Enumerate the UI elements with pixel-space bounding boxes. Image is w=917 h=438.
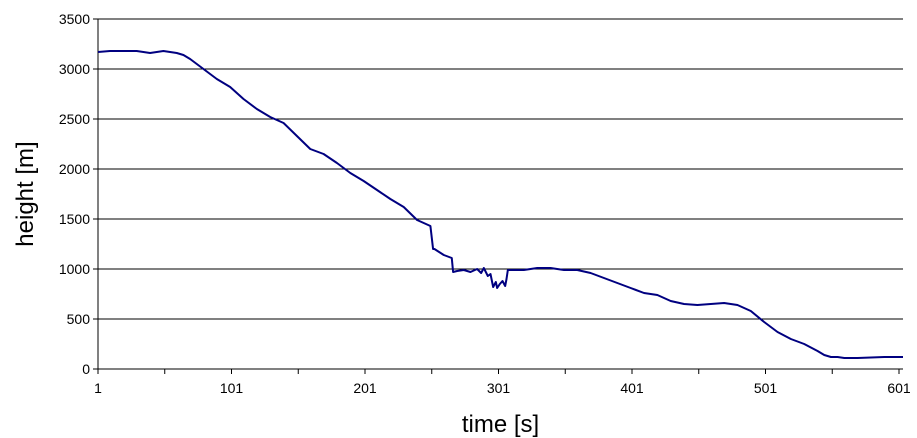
tick-labels: 0 500 1000 1500 2000 2500 3000 3500 1 101 201 301 40… [59,11,911,396]
y-tick-label: 500 [67,311,91,327]
x-tick-label: 301 [487,380,511,396]
x-tick-label: 601 [887,380,911,396]
y-tick-label: 0 [82,361,90,377]
height-series-line [97,50,903,359]
y-tick-label: 2500 [59,111,90,127]
y-tick-label: 2000 [59,161,90,177]
y-tick-label: 1000 [59,261,90,277]
x-axis-title: time [s] [462,411,539,438]
y-tick-label: 3000 [59,61,90,77]
x-tick-label: 101 [220,380,244,396]
gridlines [98,18,903,320]
x-tick-label: 1 [94,380,102,396]
x-tick-label: 201 [353,380,377,396]
y-axis-title: height [m] [12,141,39,246]
y-tick-label: 3500 [59,11,90,27]
axes [93,18,903,374]
x-tick-label: 501 [754,380,778,396]
x-tick-label: 401 [620,380,644,396]
y-tick-label: 1500 [59,211,90,227]
